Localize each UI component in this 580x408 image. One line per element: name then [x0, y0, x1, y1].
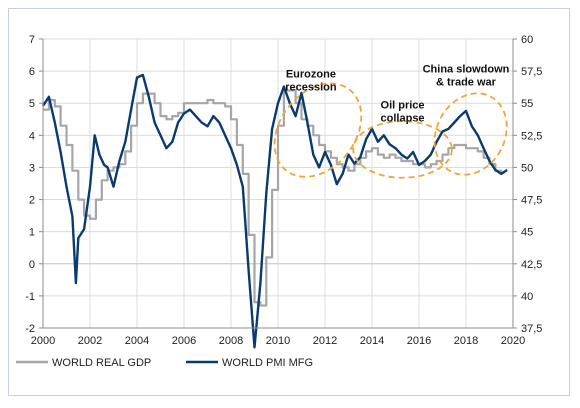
- chart-frame: [8, 8, 570, 396]
- annotation-ellipse: [433, 92, 508, 176]
- y-right-tick-label: 57,5: [521, 66, 542, 78]
- x-tick-label: 2002: [78, 335, 102, 347]
- x-tick-label: 2004: [125, 335, 149, 347]
- y-right-tick-label: 45: [521, 227, 533, 239]
- legend: WORLD REAL GDP WORLD PMI MFG: [16, 357, 313, 369]
- series-line-world-real-gdp: [43, 89, 503, 307]
- x-tick-label: 2008: [219, 335, 243, 347]
- y-right-tick-label: 52,5: [521, 130, 542, 142]
- annotation-label: collapse: [381, 112, 425, 124]
- y-left-tick-label: 2: [29, 195, 35, 207]
- annotation-label: Oil price: [381, 99, 425, 111]
- annotation-ellipses: [273, 82, 508, 179]
- y-left-tick-label: -2: [25, 323, 35, 335]
- annotation-label: Eurozone: [286, 69, 336, 81]
- y-right-tick-label: 37,5: [521, 323, 542, 335]
- x-tick-label: 2018: [454, 335, 478, 347]
- y-right-tick-label: 47,5: [521, 195, 542, 207]
- y-right-tick-label: 60: [521, 34, 533, 46]
- x-tick-label: 2016: [407, 335, 431, 347]
- annotation-label: recession: [285, 82, 337, 94]
- x-tick-label: 2014: [360, 335, 384, 347]
- legend-label: WORLD PMI MFG: [222, 357, 313, 369]
- y-right-tick-label: 55: [521, 98, 533, 110]
- y-right-tick-label: 40: [521, 291, 533, 303]
- y-left-tick-label: 6: [29, 66, 35, 78]
- y-left-tick-label: -1: [25, 291, 35, 303]
- y-left-tick-label: 0: [29, 259, 35, 271]
- y-right-tick-label: 42,5: [521, 259, 542, 271]
- series-line-world-pmi-mfg: [41, 73, 508, 349]
- x-tick-label: 2012: [313, 335, 337, 347]
- x-tick-label: 2020: [501, 335, 525, 347]
- y-right-tick-label: 50: [521, 162, 533, 174]
- y-left-tick-label: 4: [29, 130, 35, 142]
- annotation-ellipse: [352, 120, 453, 179]
- y-left-tick-label: 5: [29, 98, 35, 110]
- axes: [39, 38, 517, 329]
- legend-label: WORLD REAL GDP: [52, 357, 151, 369]
- y-left-tick-label: 3: [29, 162, 35, 174]
- y-left-tick-label: 1: [29, 227, 35, 239]
- annotation-label: China slowdown: [423, 63, 510, 75]
- series-layer: [41, 73, 508, 349]
- x-tick-label: 2006: [172, 335, 196, 347]
- x-tick-label: 2000: [31, 335, 55, 347]
- annotation-ellipse: [273, 82, 363, 178]
- y-left-tick-label: 7: [29, 34, 35, 46]
- annotation-label: & trade war: [436, 76, 497, 88]
- x-tick-label: 2010: [266, 335, 290, 347]
